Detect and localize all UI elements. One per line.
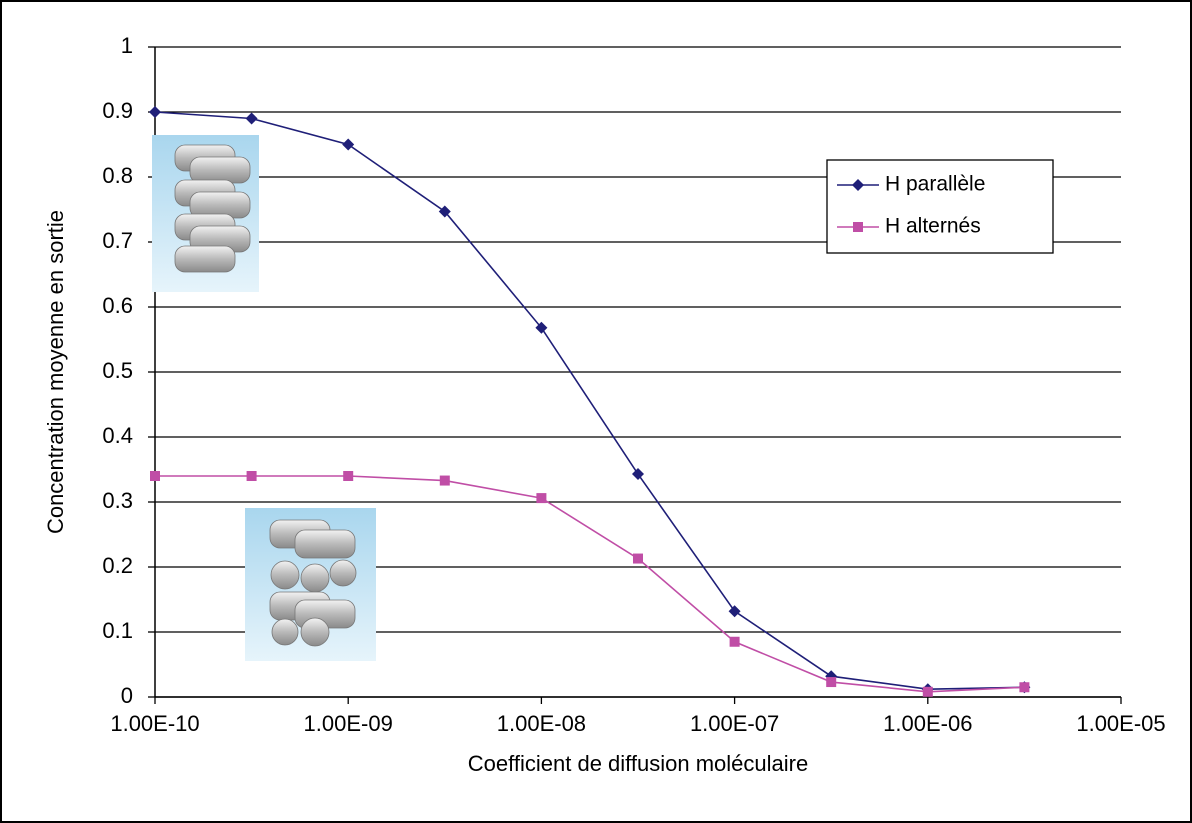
x-tick-label: 1.00E-06 bbox=[883, 711, 972, 736]
x-tick-label: 1.00E-07 bbox=[690, 711, 779, 736]
marker bbox=[150, 471, 160, 481]
marker bbox=[536, 493, 547, 504]
y-tick-label: 0.1 bbox=[102, 618, 133, 643]
marker bbox=[632, 553, 643, 564]
legend-box bbox=[826, 159, 1054, 254]
marker bbox=[728, 605, 741, 618]
legend: H parallèle H alternés bbox=[826, 159, 1054, 254]
marker bbox=[439, 475, 450, 486]
marker bbox=[535, 321, 548, 334]
y-tick-label: 0.7 bbox=[102, 228, 133, 253]
series-line bbox=[155, 475, 1025, 693]
y-tick-label: 1 bbox=[121, 33, 133, 58]
marker bbox=[246, 471, 257, 481]
x-axis-title: Coefficient de diffusion moléculaire bbox=[468, 751, 808, 776]
marker bbox=[149, 106, 161, 118]
y-axis-title: Concentration moyenne en sortie bbox=[43, 210, 68, 534]
x-tick-label: 1.00E-05 bbox=[1076, 711, 1165, 736]
y-tick-label: 0.9 bbox=[102, 98, 133, 123]
y-tick-label: 0.5 bbox=[102, 358, 133, 383]
y-tick-label: 0.2 bbox=[102, 553, 133, 578]
marker bbox=[1019, 682, 1030, 693]
legend-label: H alternés bbox=[885, 215, 981, 238]
inset-parallel bbox=[152, 135, 259, 292]
marker bbox=[826, 677, 837, 688]
marker bbox=[631, 468, 644, 481]
inset-alternated bbox=[245, 508, 376, 661]
marker bbox=[438, 205, 451, 218]
y-tick-label: 0.6 bbox=[102, 293, 133, 318]
y-tick-label: 0.3 bbox=[102, 488, 133, 513]
y-tick-label: 0.8 bbox=[102, 163, 133, 188]
x-tick-label: 1.00E-09 bbox=[304, 711, 393, 736]
marker bbox=[342, 138, 355, 151]
y-tick-label: 0.4 bbox=[102, 423, 133, 448]
series-line bbox=[154, 111, 1025, 691]
marker bbox=[922, 686, 933, 697]
marker bbox=[852, 179, 864, 191]
x-tick-label: 1.00E-08 bbox=[497, 711, 586, 736]
marker bbox=[245, 112, 258, 125]
marker bbox=[343, 471, 354, 481]
marker bbox=[729, 636, 740, 647]
x-tick-label: 1.00E-10 bbox=[110, 711, 199, 736]
legend-label: H parallèle bbox=[885, 173, 985, 196]
y-tick-label: 0 bbox=[121, 683, 133, 708]
marker bbox=[853, 222, 863, 232]
